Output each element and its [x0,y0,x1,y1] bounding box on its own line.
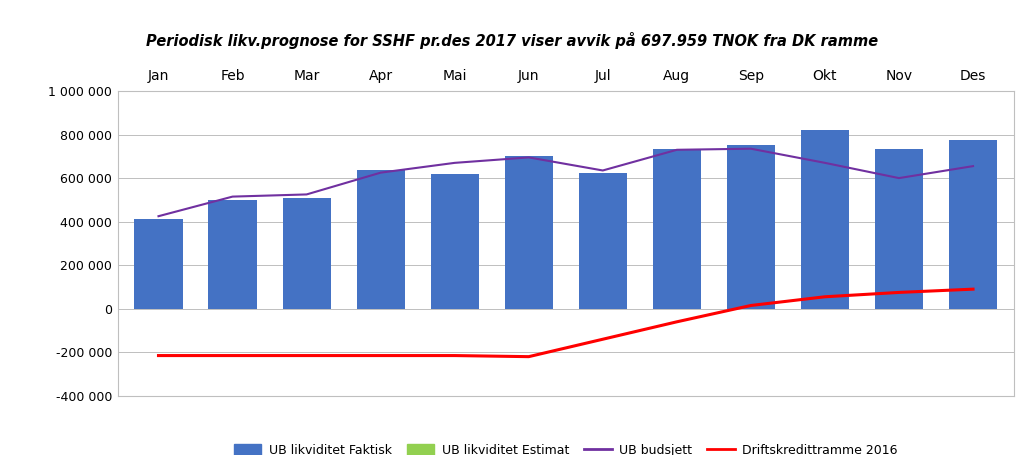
Bar [727,146,775,309]
Legend: UB likviditet Faktisk, UB likviditet Estimat, UB budsjett, Driftskredittramme 20: UB likviditet Faktisk, UB likviditet Est… [228,439,903,455]
Bar [652,149,700,309]
Bar [949,140,997,309]
Bar [505,157,553,309]
Bar [431,174,479,309]
Bar [874,149,923,309]
Bar [209,200,257,309]
Text: Periodisk likv.prognose for SSHF pr.des 2017 viser avvik på 697.959 TNOK fra DK : Periodisk likv.prognose for SSHF pr.des … [146,32,878,49]
Bar [579,173,627,309]
Bar [801,130,849,309]
Bar [134,219,182,309]
Bar [356,170,404,309]
Bar [283,197,331,309]
